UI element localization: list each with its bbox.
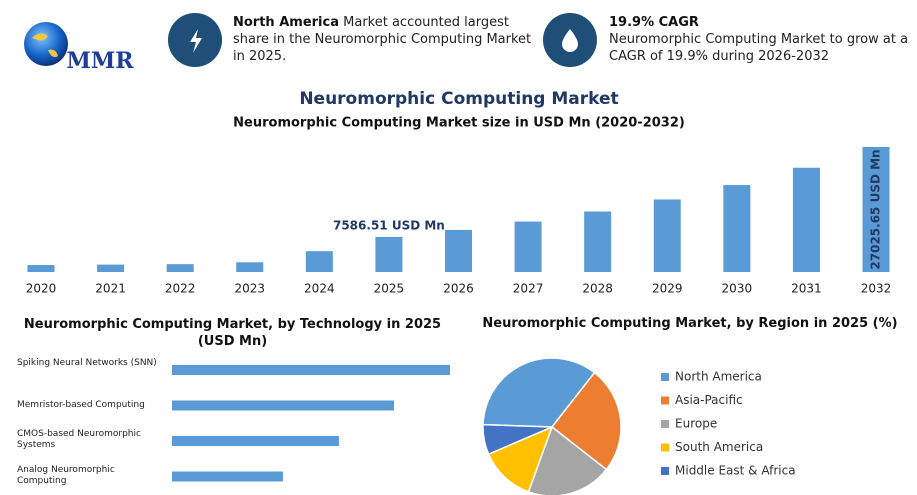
x-tick-label: 2020 bbox=[26, 282, 57, 296]
y-tick-label: Memristor-based Computing bbox=[17, 399, 145, 410]
x-tick-label: 2032 bbox=[861, 282, 892, 296]
chart-title: Neuromorphic Computing Market, by Region… bbox=[482, 316, 898, 331]
drop-icon bbox=[562, 29, 578, 52]
legend-swatch bbox=[661, 396, 669, 405]
x-tick-label: 2028 bbox=[582, 282, 613, 296]
pie-slice bbox=[482, 423, 553, 456]
logo-continents bbox=[32, 33, 58, 58]
legend-swatch bbox=[661, 420, 669, 428]
bar bbox=[514, 221, 542, 272]
chart-title: Neuromorphic Computing Market bbox=[299, 89, 618, 109]
bar bbox=[723, 185, 751, 272]
y-tick-label: Spiking Neural Networks (SNN) bbox=[17, 358, 157, 368]
x-tick-label: 2030 bbox=[722, 282, 753, 296]
legend-label: Middle East & Africa bbox=[675, 464, 796, 478]
legend-label: North America bbox=[675, 370, 762, 384]
legend-swatch bbox=[661, 373, 669, 381]
y-tick-label: Analog Neuromorphic Computing bbox=[17, 464, 115, 486]
x-tick-label: 2027 bbox=[513, 282, 544, 296]
info-bold: 19.9% CAGR bbox=[609, 15, 699, 30]
legend-swatch bbox=[661, 443, 669, 452]
x-tick-label: 2025 bbox=[374, 282, 405, 296]
bar bbox=[653, 199, 681, 272]
logo-text: MMR bbox=[67, 48, 135, 74]
bar bbox=[584, 211, 612, 272]
chart-subtitle: Neuromorphic Computing Market size in US… bbox=[233, 116, 685, 131]
bar bbox=[172, 365, 450, 375]
x-tick-label: 2029 bbox=[652, 282, 683, 296]
pie-slice bbox=[482, 357, 596, 428]
pie-slice bbox=[550, 371, 622, 471]
bar bbox=[172, 436, 339, 446]
pie-slice bbox=[487, 425, 554, 493]
x-tick-label: 2021 bbox=[95, 282, 126, 296]
chart-title: Neuromorphic Computing Market, by Techno… bbox=[23, 317, 442, 349]
x-tick-label: 2023 bbox=[234, 282, 265, 296]
bar bbox=[862, 147, 890, 272]
bar bbox=[27, 265, 55, 272]
bar bbox=[172, 400, 395, 411]
bar bbox=[445, 229, 472, 272]
data-label: 27025.65 USD Mn bbox=[869, 149, 883, 269]
info-text: North America Market accounted largest s… bbox=[233, 14, 533, 65]
legend-label: Europe bbox=[675, 417, 717, 431]
x-tick-label: 2031 bbox=[791, 282, 822, 296]
logo-globe bbox=[24, 22, 68, 66]
x-tick-label: 2024 bbox=[304, 282, 335, 296]
info-bold: North America bbox=[233, 15, 339, 30]
bar bbox=[236, 262, 264, 272]
bar bbox=[172, 471, 283, 482]
bolt-icon bbox=[190, 29, 202, 53]
info-body: Neuromorphic Computing Market to grow at… bbox=[609, 32, 909, 64]
y-tick-label: CMOS-based Neuromorphic Systems bbox=[17, 429, 141, 450]
info-body: Market accounted largest share in the Ne… bbox=[233, 15, 532, 64]
pie-slice bbox=[527, 425, 608, 495]
x-tick-label: 2026 bbox=[443, 282, 474, 296]
legend-label: South America bbox=[675, 440, 763, 454]
legend-label: Asia-Pacific bbox=[675, 393, 743, 407]
data-label: 7586.51 USD Mn bbox=[333, 218, 445, 232]
bar bbox=[305, 251, 333, 272]
bar bbox=[166, 264, 194, 272]
x-tick-label: 2022 bbox=[165, 282, 196, 296]
bar bbox=[792, 167, 820, 272]
bar bbox=[375, 236, 403, 272]
info-text: 19.9% CAGR Neuromorphic Computing Market … bbox=[609, 14, 909, 65]
bar bbox=[97, 264, 125, 272]
legend-swatch bbox=[661, 467, 669, 475]
